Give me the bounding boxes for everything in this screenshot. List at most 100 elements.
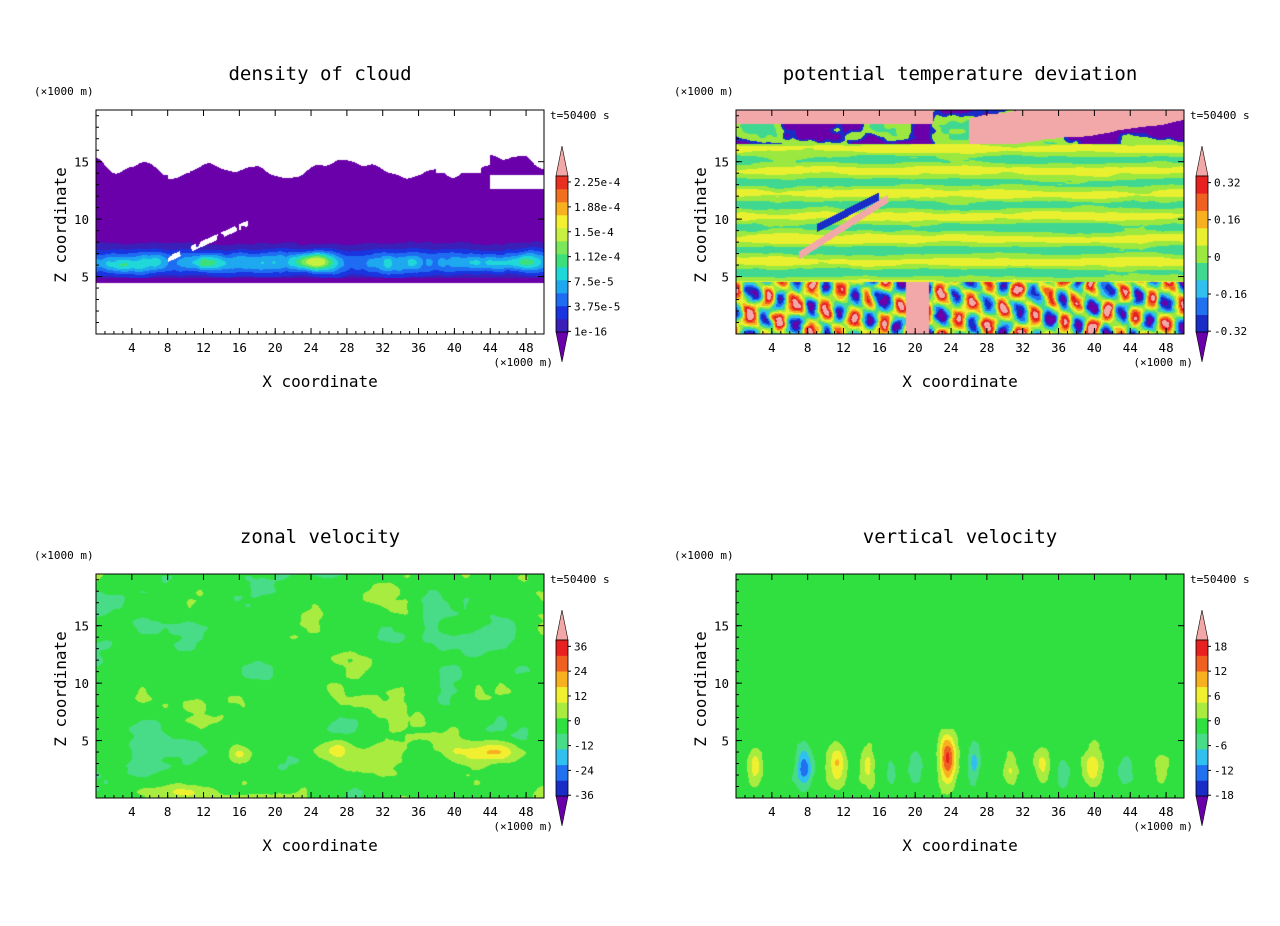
chart-panel-1: density of cloud(×1000 m)t=50400 s4 8 12 16… (34, 63, 621, 391)
time-label: t=50400 s (550, 109, 610, 122)
colorbar-label: 12 (574, 690, 587, 703)
colorbar-swatch (556, 293, 568, 307)
colorbar-swatch (1196, 176, 1208, 194)
chart-title: zonal velocity (240, 526, 400, 548)
colorbar-label: -36 (574, 789, 594, 802)
colorbar-swatch (1196, 262, 1208, 281)
colorbar-swatch (556, 189, 568, 203)
x-tick-label: 32 (375, 804, 390, 819)
x-tick-label: 44 (483, 340, 498, 355)
colorbar-min-arrow (1195, 795, 1209, 827)
colorbar-max-arrow (555, 145, 569, 177)
x-tick-label: 20 (908, 804, 923, 819)
colorbar-swatch (556, 640, 568, 656)
y-tick-label: 10 (714, 676, 729, 691)
colorbar-label: 12 (1214, 665, 1227, 678)
colorbar-swatch (1196, 297, 1208, 315)
x-tick-label: 12 (196, 804, 211, 819)
colorbar-frame (555, 175, 569, 333)
x-tick-label: 36 (1051, 340, 1066, 355)
colorbar-swatch (556, 718, 568, 734)
colorbar-swatch (1196, 210, 1208, 229)
x-unit-label: (×1000 m) (493, 356, 553, 369)
y-unit-label: (×1000 m) (34, 549, 94, 562)
colorbar-swatch (556, 241, 568, 255)
colorbar-swatch (1196, 193, 1208, 211)
colorbar-max-arrow (555, 609, 569, 641)
colorbar: 0.32 0.16 0 -0.16 -0.32 (1195, 145, 1247, 363)
colorbar-max-arrow (1195, 145, 1209, 177)
y-axis-label: Z coordinate (691, 631, 710, 747)
x-tick-label: 8 (804, 340, 812, 355)
x-tick-label: 28 (339, 340, 354, 355)
x-tick-label: 4 (128, 804, 136, 819)
x-tick-label: 48 (1159, 804, 1174, 819)
chart-title: potential temperature deviation (783, 63, 1138, 85)
x-axis-label: X coordinate (262, 836, 378, 855)
x-tick-label: 8 (164, 804, 172, 819)
colorbar-swatch (556, 671, 568, 688)
chart-title: density of cloud (228, 63, 411, 85)
chart-panel-2: potential temperature deviation (×1000 m)… (674, 63, 1250, 391)
y-tick-label: 5 (721, 734, 729, 749)
x-tick-label: 4 (768, 804, 776, 819)
y-tick-label: 5 (81, 270, 89, 285)
y-tick-label: 5 (81, 734, 89, 749)
colorbar-swatch (1196, 655, 1208, 672)
colorbar-label: -12 (574, 740, 594, 753)
colorbar-label: 18 (1214, 640, 1227, 653)
x-tick-label: 12 (836, 340, 851, 355)
x-unit-label: (×1000 m) (1133, 820, 1193, 833)
x-tick-label: 28 (979, 340, 994, 355)
x-tick-label: 24 (304, 340, 319, 355)
x-tick-label: 40 (1087, 340, 1102, 355)
colorbar-label: -12 (1214, 764, 1234, 777)
colorbar-swatch (556, 319, 568, 333)
x-tick-label: 12 (836, 804, 851, 819)
colorbar-label: 0 (1214, 251, 1221, 264)
field-plot (96, 574, 544, 798)
colorbar-swatch (556, 176, 568, 190)
time-label: t=50400 s (550, 573, 610, 586)
x-tick-label: 4 (128, 340, 136, 355)
field-plot (736, 574, 1184, 798)
colorbar-swatch (1196, 640, 1208, 656)
colorbar-swatch (1196, 764, 1208, 781)
colorbar-label: 3.75e-5 (574, 300, 620, 313)
x-tick-label: 48 (519, 340, 534, 355)
x-tick-label: 28 (339, 804, 354, 819)
colorbar-swatch (1196, 780, 1208, 797)
colorbar-swatch (556, 780, 568, 797)
chart-panel-4: vertical velocity(×1000 m)t=50400 s4 8 12 1… (674, 526, 1250, 855)
x-axis-label: X coordinate (902, 372, 1018, 391)
y-tick-label: 10 (714, 212, 729, 227)
y-tick-label: 15 (74, 155, 89, 170)
x-tick-label: 8 (804, 804, 812, 819)
x-tick-label: 8 (164, 340, 172, 355)
x-tick-label: 48 (1159, 340, 1174, 355)
time-label: t=50400 s (1190, 109, 1250, 122)
colorbar-swatch (1196, 245, 1208, 263)
colorbar-swatch (556, 280, 568, 294)
x-tick-label: 36 (411, 340, 426, 355)
colorbar-label: 0.16 (1214, 214, 1241, 227)
colorbar-swatch (556, 306, 568, 320)
x-tick-label: 16 (872, 340, 887, 355)
colorbar-swatch (556, 215, 568, 229)
y-tick-label: 15 (714, 619, 729, 634)
y-axis-label: Z coordinate (51, 167, 70, 283)
y-tick-label: 10 (74, 212, 89, 227)
colorbar-swatch (1196, 702, 1208, 719)
colorbar: 18 12 6 0 -6 -12 -18 (1195, 609, 1234, 827)
x-tick-label: 16 (232, 340, 247, 355)
colorbar-swatch (1196, 718, 1208, 734)
colorbar-swatch (556, 655, 568, 672)
x-tick-label: 12 (196, 340, 211, 355)
colorbar-min-arrow (1195, 331, 1209, 363)
colorbar-label: 1.88e-4 (574, 201, 621, 214)
colorbar-max-arrow (1195, 609, 1209, 641)
x-axis-label: X coordinate (902, 836, 1018, 855)
x-unit-label: (×1000 m) (1133, 356, 1193, 369)
colorbar-swatch (556, 749, 568, 766)
